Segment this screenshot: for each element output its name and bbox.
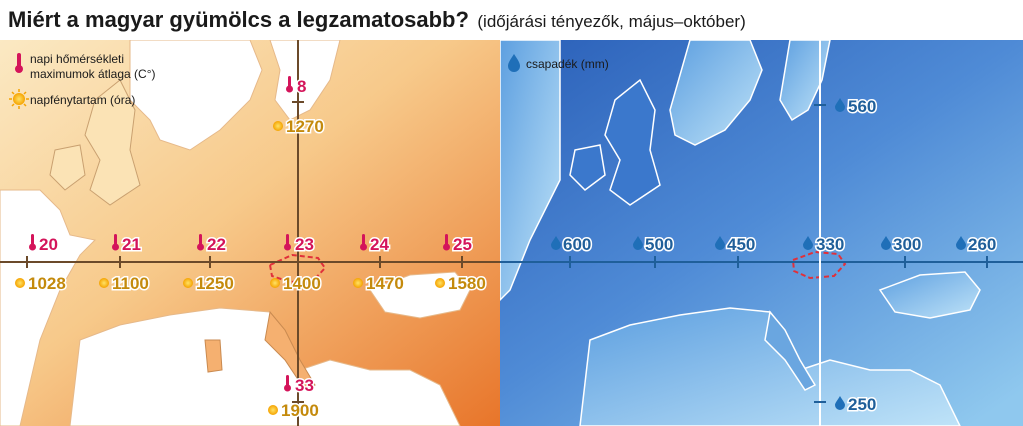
left-legend: napi hőmérsékleti maximumok átlaga (C°) … (9, 52, 156, 109)
precipitation-south: 250 (848, 395, 876, 414)
right-map-svg: csapadék (mm) 600 500 450 330 300 260 56… (500, 40, 1023, 426)
precipitation-row: 600 500 450 330 300 260 (551, 234, 998, 256)
hungary-outline (791, 250, 847, 280)
title-main: Miért a magyar gyümölcs a legzamatosabb? (8, 7, 469, 32)
droplet-icon (835, 396, 845, 410)
thermometer-icon (284, 234, 291, 251)
temp-value: 21 (122, 235, 141, 254)
sun-icon (15, 278, 25, 288)
left-map-svg: napi hőmérsékleti maximumok átlaga (C°) … (0, 40, 500, 426)
sun-icon (99, 278, 109, 288)
page-title: Miért a magyar gyümölcs a legzamatosabb?… (8, 4, 746, 36)
thermometer-icon (112, 234, 119, 251)
thermometer-icon (29, 234, 36, 251)
italy (264, 310, 316, 391)
thermometer-icon (286, 76, 293, 93)
sunshine-value: 1250 (196, 274, 234, 293)
sunshine-south: 1900 (281, 401, 319, 420)
sunshine-north: 1270 (286, 117, 324, 136)
temp-north: 8 (297, 77, 306, 96)
precipitation-value: 300 (893, 235, 921, 254)
temp-value: 24 (370, 235, 389, 254)
north-sea (669, 40, 763, 146)
droplet-icon (835, 98, 845, 112)
temp-south: 33 (295, 376, 314, 395)
british-isles (84, 79, 141, 206)
sun-icon (9, 89, 29, 109)
north-sea (129, 40, 263, 151)
thermometer-icon (197, 234, 204, 251)
sunshine-value: 1400 (283, 274, 321, 293)
sunshine-value: 1028 (28, 274, 66, 293)
legend-temp-line1: napi hőmérsékleti (30, 52, 124, 66)
sun-icon (353, 278, 363, 288)
temp-value: 22 (207, 235, 226, 254)
precipitation-value: 450 (727, 235, 755, 254)
axis-ticks (569, 104, 988, 403)
droplet-icon (803, 236, 813, 250)
precipitation-value: 500 (645, 235, 673, 254)
droplet-icon (551, 236, 561, 250)
droplet-icon (633, 236, 643, 250)
droplet-icon (881, 236, 891, 250)
ireland (49, 144, 86, 191)
atlantic-sea (0, 189, 97, 426)
temperature-row: 20 21 22 23 24 25 (29, 234, 473, 256)
sea-areas (0, 40, 471, 426)
ireland (569, 144, 606, 191)
precipitation-value: 330 (816, 235, 844, 254)
mediterranean-sea (579, 307, 961, 426)
sun-icon (270, 278, 280, 288)
temp-value: 20 (39, 235, 58, 254)
sun-icon (273, 121, 283, 131)
sun-icon (268, 405, 278, 415)
baltic-sea (269, 40, 341, 121)
temp-value: 25 (453, 235, 472, 254)
black-sea (878, 271, 981, 319)
british-isles (604, 78, 661, 206)
legend-temp-line2: maximumok átlaga (C°) (30, 67, 156, 81)
thermometer-icon (443, 234, 450, 251)
droplet-icon (508, 54, 520, 72)
precipitation-value: 600 (563, 235, 591, 254)
precipitation-north: 560 (848, 97, 876, 116)
temperature-sunshine-map: napi hőmérsékleti maximumok átlaga (C°) … (0, 40, 500, 426)
legend-rain: csapadék (mm) (526, 57, 609, 71)
atlantic-sea (500, 40, 561, 302)
axis-ticks (26, 101, 463, 403)
legend-sun: napfénytartam (óra) (30, 93, 135, 107)
sunshine-value: 1580 (448, 274, 486, 293)
thermometer-icon (284, 375, 291, 392)
droplet-icon (715, 236, 725, 250)
sardinia (204, 339, 223, 373)
precipitation-value: 260 (968, 235, 996, 254)
thermometer-icon (15, 53, 23, 73)
sunshine-row: 1028 1100 1250 1400 1470 1580 (15, 273, 487, 295)
sunshine-value: 1470 (366, 274, 404, 293)
droplet-icon (956, 236, 966, 250)
italy (764, 310, 817, 391)
precipitation-map: csapadék (mm) 600 500 450 330 300 260 56… (500, 40, 1023, 426)
mediterranean-sea (69, 307, 461, 426)
sunshine-value: 1100 (112, 274, 149, 293)
sun-icon (435, 278, 445, 288)
temp-value: 23 (295, 235, 314, 254)
baltic-sea (779, 40, 831, 122)
hungary-outline (268, 253, 327, 284)
sun-icon (183, 278, 193, 288)
thermometer-icon (360, 234, 367, 251)
sea-areas (500, 40, 981, 426)
title-subtitle: (időjárási tényezők, május–október) (477, 12, 746, 31)
black-sea (369, 271, 471, 319)
